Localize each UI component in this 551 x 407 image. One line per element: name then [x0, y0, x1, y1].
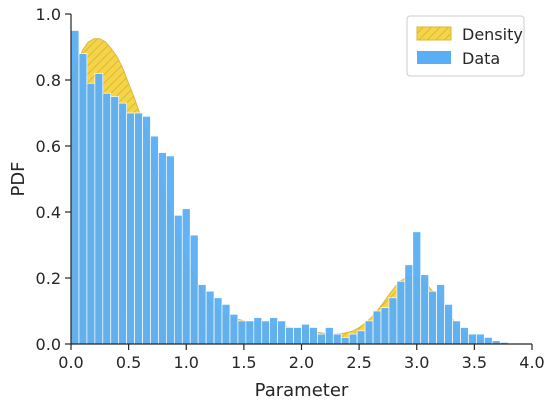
y-ticks: 0.0 0.2 0.4 0.6 0.8 1.0 — [36, 5, 71, 354]
histogram-bar — [181, 208, 191, 345]
histogram-bar — [309, 327, 318, 345]
histogram-bar — [436, 284, 445, 345]
histogram-bar — [110, 96, 120, 345]
histogram-bar — [86, 82, 96, 345]
histogram-bar — [388, 297, 398, 345]
histogram-bar — [468, 333, 477, 345]
y-tick-label: 0.0 — [36, 335, 61, 354]
histogram-bar — [197, 284, 207, 345]
y-tick-label: 0.8 — [36, 71, 61, 90]
x-tick-label: 2.5 — [346, 353, 371, 372]
histogram-bar — [301, 323, 310, 345]
x-tick-label: 0.5 — [116, 353, 141, 372]
histogram-bar — [221, 304, 231, 345]
x-tick-label: 1.5 — [231, 353, 256, 372]
histogram-bar — [396, 280, 406, 345]
histogram-bar — [261, 320, 271, 345]
x-tick-label: 3.0 — [404, 353, 429, 372]
histogram-bar — [348, 333, 358, 345]
x-tick-label: 2.0 — [289, 353, 314, 372]
legend: Density Data — [406, 15, 525, 77]
histogram-bar — [356, 330, 366, 345]
histogram-bar — [476, 333, 485, 345]
histogram-bar — [245, 320, 255, 345]
histogram-bar — [404, 264, 414, 345]
histogram-bar — [412, 231, 422, 345]
legend-swatch-density — [416, 26, 452, 41]
histogram-bar — [94, 73, 104, 345]
y-tick-label: 1.0 — [36, 5, 61, 24]
histogram-bar — [78, 53, 88, 345]
histogram-bar — [420, 274, 430, 345]
y-tick-label: 0.4 — [36, 203, 61, 222]
histogram-bar — [380, 307, 390, 345]
legend-label-data: Data — [462, 49, 500, 68]
histogram-bar — [166, 155, 175, 345]
histogram-bar — [428, 290, 437, 345]
histogram-bar — [70, 30, 80, 345]
histogram-bar — [325, 327, 334, 345]
histogram-bar — [372, 310, 382, 345]
histogram-bar — [253, 317, 263, 345]
histogram-bar — [213, 297, 223, 345]
x-tick-label: 0.0 — [58, 353, 83, 372]
y-tick-label: 0.2 — [36, 269, 61, 288]
histogram-bar — [126, 112, 135, 345]
histogram-bar — [173, 214, 183, 345]
histogram-bar — [158, 152, 167, 345]
histogram-bar — [150, 135, 159, 345]
histogram-bar — [364, 320, 374, 345]
histogram-bar — [205, 290, 215, 345]
histogram-bar — [229, 313, 239, 345]
histogram-bar — [483, 337, 493, 345]
histogram-bar — [452, 320, 461, 345]
histogram-bar — [118, 102, 127, 345]
legend-label-density: Density — [462, 25, 523, 44]
histogram-bar — [332, 333, 342, 345]
y-tick-label: 0.6 — [36, 137, 61, 156]
x-tick-label: 1.0 — [174, 353, 199, 372]
histogram-bar — [460, 327, 469, 345]
histogram-bar — [102, 92, 112, 345]
histogram-bar — [237, 320, 247, 345]
histogram-bar — [142, 115, 151, 345]
histogram-bars — [70, 30, 509, 345]
histogram-bar — [269, 317, 278, 345]
x-tick-label: 4.0 — [519, 353, 544, 372]
histogram-bar — [189, 234, 199, 345]
histogram-bar — [277, 320, 286, 345]
histogram-bar — [134, 112, 143, 345]
histogram-bar — [285, 327, 294, 345]
y-axis-label: PDF — [8, 161, 29, 196]
legend-swatch-data — [417, 51, 451, 64]
histogram-bar — [293, 327, 302, 345]
histogram-bar — [340, 337, 350, 345]
x-ticks: 0.0 0.5 1.0 1.5 2.0 2.5 3.0 3.5 4.0 — [58, 344, 545, 372]
x-tick-label: 3.5 — [462, 353, 487, 372]
histogram-bar — [317, 333, 326, 345]
x-axis-label: Parameter — [255, 380, 349, 401]
histogram-bar — [444, 304, 453, 345]
